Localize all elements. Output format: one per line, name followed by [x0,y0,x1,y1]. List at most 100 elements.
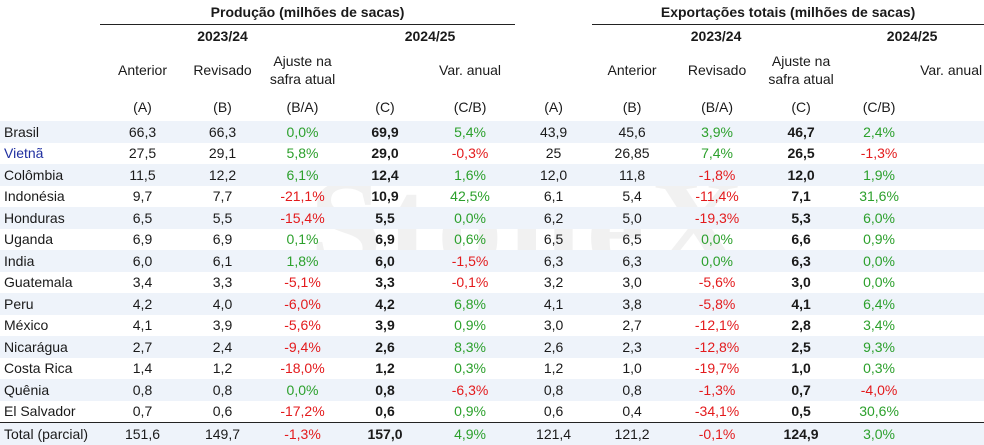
prod-anterior: 0,8 [100,379,185,401]
prod-revisado: 0,6 [212,403,233,420]
prod-anterior: 2,7 [100,336,185,358]
exp-var-anual: 1,9% [840,164,919,186]
country-name: Nicarágua [0,336,100,358]
exp-ajuste: -34,1% [694,403,740,420]
country-name: Guatemala [4,274,73,291]
prod-anterior: 1,4 [132,360,153,377]
col-ajuste: Ajuste na safra atual [768,53,834,87]
country-name: Costa Rica [4,360,73,377]
prod-revisado: 5,5 [185,207,260,229]
prod-2024-25: 69,9 [345,121,425,143]
exp-revisado: 3,8 [592,293,673,315]
prod-revisado: 1,2 [212,360,233,377]
exp-var-anual: 31,6% [859,188,899,205]
exp-revisado: 6,3 [592,250,673,272]
prod-ajuste: 5,8% [286,145,319,162]
prod-var-anual: 1,6% [425,164,516,186]
table-row: Quênia 0,8 0,8 0,0% 0,8 -6,3% 0,8 0,8 -1,3% 0,7 -4… [0,379,984,401]
exp-anterior: 0,6 [543,403,564,420]
prod-anterior: 9,7 [132,188,153,205]
col-ba: (B/A) [286,99,319,115]
prod-2024-25: 157,0 [345,422,425,445]
exp-anterior: 25 [545,145,562,162]
prod-2024-25: 0,6 [375,403,395,420]
prod-anterior: 3,4 [132,274,153,291]
exp-revisado: 3,0 [622,274,642,291]
table-row: Vietnã 27,5 29,1 5,8% 29,0 -0,3% 25 26,85 7,4% 26… [0,143,984,165]
exp-revisado: 45,6 [592,121,673,143]
prod-var-anual: -0,3% [451,145,489,162]
exp-ajuste: 0,0% [672,250,763,272]
country-name: Honduras [0,207,100,229]
exp-ajuste: -19,3% [672,207,763,229]
exp-2024-25: 2,8 [791,317,811,334]
prod-ajuste: -1,3% [260,422,345,445]
prod-2024-25: 4,2 [345,293,425,315]
country-name: Brasil [0,121,100,143]
table-row: Peru 4,2 4,0 -6,0% 4,2 6,8% 4,1 3,8 -5,8% 4,1 6,4% [0,293,984,315]
table-row: México 4,1 3,9 -5,6% 3,9 0,9% 3,0 2,7 -12,1% 2,8 3… [0,315,984,337]
exp-2024-25: 5,3 [762,207,841,229]
exp-var-anual: 30,6% [859,403,899,420]
table-row: Indonésia 9,7 7,7 -21,1% 10,9 42,5% 6,1 5,4 -11,… [0,186,984,208]
table-row: Brasil 66,3 66,3 0,0% 69,9 5,4% 43,9 45,6 3,9% 46… [0,121,984,143]
prod-anterior: 6,0 [100,250,185,272]
exp-2024-25: 0,5 [791,403,811,420]
prod-ajuste: 1,8% [260,250,345,272]
col-var-anual: Var. anual [439,62,502,78]
col-var-anual: Var. anual [920,62,983,78]
exp-revisado: 5,0 [592,207,673,229]
table-row: Costa Rica 1,4 1,2 -18,0% 1,2 0,3% 1,2 1,0 -19,7… [0,358,984,380]
prod-2024-25: 5,5 [345,207,425,229]
table-row: Total (parcial) 151,6 149,7 -1,3% 157,0 4,9% 1… [0,422,984,445]
exp-anterior: 6,5 [543,231,564,248]
exp-var-anual: 0,0% [840,250,919,272]
col-b: (B) [213,99,232,115]
prod-var-anual: 0,9% [454,317,486,334]
prod-revisado: 149,7 [185,422,260,445]
exp-anterior: 121,4 [515,422,593,445]
exp-anterior: 12,0 [515,164,593,186]
prod-ajuste: -5,6% [284,317,321,334]
prod-2024-25: 29,0 [371,145,399,162]
exp-ajuste: 0,0% [701,231,734,248]
prod-revisado: 7,7 [212,188,233,205]
prod-year-curr: 2024/25 [345,24,516,47]
prod-revisado: 6,9 [212,231,233,248]
prod-anterior: 6,5 [100,207,185,229]
exp-revisado: 0,8 [592,379,673,401]
exp-2024-25: 7,1 [791,188,811,205]
prod-ajuste: 0,0% [260,121,345,143]
exp-revisado: 0,4 [622,403,642,420]
exp-var-anual: 0,3% [863,360,896,377]
prod-var-anual: 0,9% [454,403,486,420]
exp-ajuste: -19,7% [694,360,740,377]
prod-2024-25: 6,0 [345,250,425,272]
exp-var-anual: 0,0% [863,274,896,291]
country-name: Colômbia [0,164,100,186]
prod-ajuste: 0,1% [286,231,319,248]
exp-anterior: 1,2 [543,360,564,377]
exports-header: Exportações totais (milhões de sacas) [660,4,916,20]
exp-2024-25: 12,0 [762,164,841,186]
prod-revisado: 6,1 [185,250,260,272]
prod-anterior: 151,6 [100,422,185,445]
country-name: Indonésia [4,188,65,205]
exp-anterior: 3,2 [543,274,564,291]
exp-revisado: 121,2 [592,422,673,445]
prod-revisado: 3,9 [212,317,233,334]
exp-2024-25: 124,9 [762,422,841,445]
exp-var-anual: 0,9% [863,231,896,248]
col-c: (C) [791,99,811,115]
exp-ajuste: -12,8% [672,336,763,358]
exp-revisado: 1,0 [622,360,642,377]
prod-2024-25: 3,3 [375,274,395,291]
exp-ajuste: 7,4% [701,145,734,162]
exp-revisado: 26,85 [614,145,650,162]
col-revisado: Revisado [193,62,252,78]
exp-anterior: 6,1 [543,188,564,205]
table-row: El Salvador 0,7 0,6 -17,2% 0,6 0,9% 0,6 0,4 -34,… [0,401,984,423]
prod-var-anual: -6,3% [425,379,516,401]
prod-anterior: 6,9 [132,231,153,248]
prod-var-anual: 0,3% [454,360,486,377]
